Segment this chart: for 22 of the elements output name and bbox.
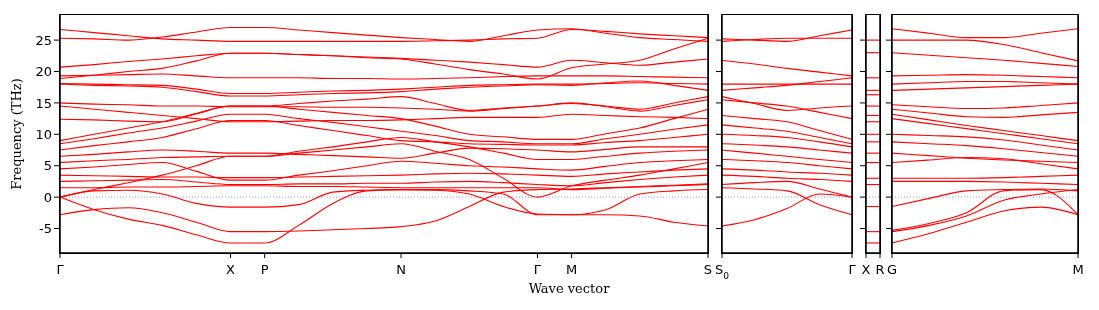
x-tick-label: R bbox=[875, 262, 885, 277]
y-tick-label: 25 bbox=[35, 32, 52, 48]
x-tick-label: S$_{0}$ bbox=[714, 262, 730, 281]
y-tick-label: 0 bbox=[43, 189, 52, 205]
x-axis-title: Wave vector bbox=[528, 281, 611, 296]
x-tick-label: Γ bbox=[533, 262, 542, 277]
x-tick-label: S bbox=[703, 262, 713, 277]
x-tick-label: X bbox=[861, 262, 871, 277]
y-tick-label: 15 bbox=[35, 95, 52, 111]
x-tick-label: Γ bbox=[848, 262, 857, 277]
x-tick-label: M bbox=[565, 262, 578, 277]
x-tick-label: N bbox=[396, 262, 406, 277]
x-tick-label: Γ bbox=[56, 262, 65, 277]
y-tick-label: 10 bbox=[35, 126, 52, 142]
y-tick-label: 20 bbox=[35, 64, 52, 80]
x-tick-label: G bbox=[886, 262, 898, 277]
y-tick-label: -5 bbox=[39, 221, 52, 237]
x-tick-label: P bbox=[260, 262, 269, 277]
x-tick-label: M bbox=[1072, 262, 1084, 277]
y-tick-label: 5 bbox=[43, 158, 52, 174]
x-tick-label: X bbox=[226, 262, 236, 277]
y-axis-title: Frequency (THz) bbox=[8, 78, 24, 190]
